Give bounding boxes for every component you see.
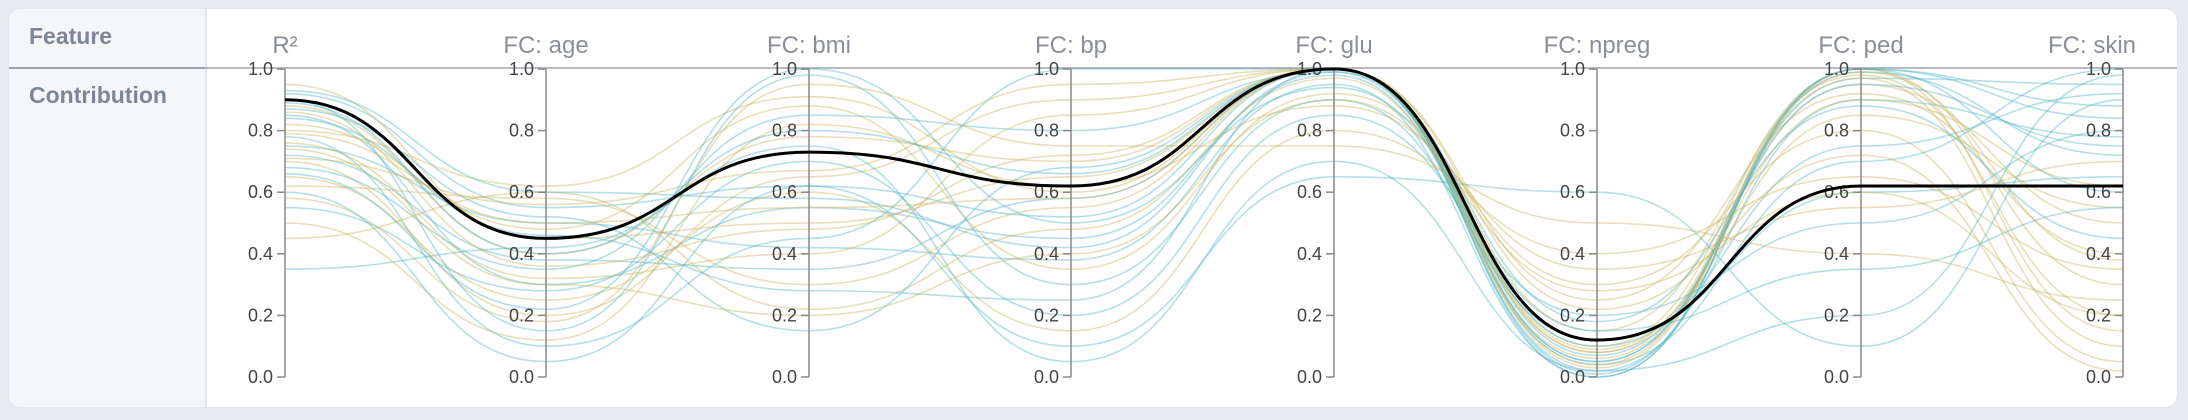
tick-label: 0.0 (1034, 367, 1059, 387)
axis-title: FC: skin (2048, 32, 2136, 59)
tick-label: 0.4 (1560, 244, 1585, 264)
contribution-row-label: Contribution (29, 82, 167, 108)
tick-label: 0.8 (1824, 121, 1849, 141)
series-line-s07 (284, 68, 2124, 366)
series-line-s23 (284, 68, 2124, 378)
series-line-s16 (284, 129, 2124, 332)
axis-title: FC: ped (1818, 32, 1903, 59)
series-line-s14 (284, 92, 2124, 363)
tick-label: 1.0 (509, 59, 534, 79)
series-line-s26 (284, 68, 2124, 366)
tick-label: 0.8 (1297, 121, 1322, 141)
tick-label: 0.2 (1034, 305, 1059, 325)
axis-0: R² 0.0 0.2 0.4 0.6 0.8 1.0 (248, 32, 298, 387)
tick-label: 0.8 (509, 121, 534, 141)
tick-label: 0.2 (1560, 305, 1585, 325)
highlighted-line (284, 67, 2123, 342)
axis-1: FC: age 0.0 0.2 0.4 0.6 0.8 1.0 (503, 32, 588, 387)
series-line-s05 (284, 68, 2124, 378)
axis-title: R² (272, 32, 297, 59)
tick-label: 0.4 (1034, 244, 1059, 264)
tick-label: 0.6 (1297, 182, 1322, 202)
axis-5: FC: npreg 0.0 0.2 0.4 0.6 0.8 1.0 (1544, 32, 1651, 387)
chart-card: Feature Contribution R² 0.0 0.2 0.4 0.6 0.8 1.… (9, 9, 2177, 407)
tick-label: 1.0 (1297, 59, 1322, 79)
tick-label: 1.0 (2086, 59, 2111, 79)
axis-title: FC: npreg (1544, 32, 1651, 59)
tick-label: 0.0 (509, 367, 534, 387)
tick-label: 0.0 (1560, 367, 1585, 387)
series-line-s11 (284, 114, 2124, 317)
series-line-s15 (284, 68, 2124, 348)
series-line-s09 (284, 74, 2124, 341)
series-line-s27 (284, 99, 2124, 363)
parallel-coordinates-chart[interactable]: R²0.00.20.40.60.81.0FC: age0.00.20.40.60… (9, 9, 2177, 407)
axis-3: FC: bp0.00.20.40.60.81.0 (1034, 32, 1107, 387)
series-line-s25 (284, 68, 2124, 332)
tick-label: 0.2 (509, 305, 534, 325)
tick-label: 0.0 (248, 367, 273, 387)
axis-title: FC: bmi (767, 32, 851, 59)
tick-label: 0.6 (772, 182, 797, 202)
header-divider (9, 67, 205, 69)
tick-label: 0.4 (2086, 244, 2111, 264)
feature-row-label: Feature (29, 23, 113, 49)
tick-label: 0.2 (772, 305, 797, 325)
tick-label: 0.2 (2086, 305, 2111, 325)
tick-label: 0.0 (1297, 367, 1322, 387)
tick-label: 0.4 (1297, 244, 1322, 264)
series-line-s30 (284, 98, 2124, 317)
series-line-s03 (284, 74, 2124, 372)
series-line-s02 (284, 68, 2124, 348)
tick-label: 1.0 (248, 59, 273, 79)
tick-label: 0.2 (1824, 305, 1849, 325)
axis-4: FC: glu 0.0 0.2 0.4 0.6 0.8 1.0 (1295, 32, 1372, 387)
series-line-s21 (284, 71, 2124, 323)
tick-label: 0.8 (1034, 121, 1059, 141)
series-line-s06 (284, 68, 2124, 354)
axis-6: FC: ped 0.0 0.2 0.4 0.6 0.8 1.0 (1818, 32, 1903, 387)
tick-label: 0.6 (248, 182, 273, 202)
tick-label: 0.8 (248, 121, 273, 141)
tick-label: 1.0 (1034, 59, 1059, 79)
tick-label: 0.8 (2086, 121, 2111, 141)
tick-label: 1.0 (1824, 59, 1849, 79)
tick-label: 0.4 (509, 244, 534, 264)
tick-label: 0.6 (1560, 182, 1585, 202)
tick-label: 1.0 (1560, 59, 1585, 79)
axis-2: FC: bmi 0.0 0.2 0.4 0.6 0.8 1.0 (767, 32, 851, 387)
series-line-s29 (284, 68, 2124, 357)
axis-title: FC: age (503, 32, 588, 59)
series-line-s13 (284, 68, 2124, 375)
tick-label: 0.6 (1824, 182, 1849, 202)
tick-label: 0.6 (509, 182, 534, 202)
axis-title: FC: glu (1295, 32, 1372, 59)
tick-label: 0.8 (772, 121, 797, 141)
tick-label: 0.0 (1824, 367, 1849, 387)
tick-label: 0.4 (248, 244, 273, 264)
tick-label: 0.4 (772, 244, 797, 264)
tick-label: 0.8 (1560, 121, 1585, 141)
tick-label: 0.2 (248, 305, 273, 325)
series-line-s18 (284, 83, 2124, 323)
tick-label: 1.0 (772, 59, 797, 79)
series-line-s12 (284, 77, 2124, 360)
series-line-s24 (284, 68, 2124, 372)
series-line-s01 (284, 68, 2124, 363)
series-lines (284, 68, 2124, 378)
tick-label: 0.4 (1824, 244, 1849, 264)
row-header-column: Feature Contribution (9, 9, 207, 407)
tick-label: 0.0 (2086, 367, 2111, 387)
tick-label: 0.2 (1297, 305, 1322, 325)
axis-title: FC: bp (1035, 32, 1107, 59)
series-line-s22 (284, 105, 2124, 341)
highlighted-series-line (284, 67, 2123, 342)
tick-label: 0.0 (772, 367, 797, 387)
